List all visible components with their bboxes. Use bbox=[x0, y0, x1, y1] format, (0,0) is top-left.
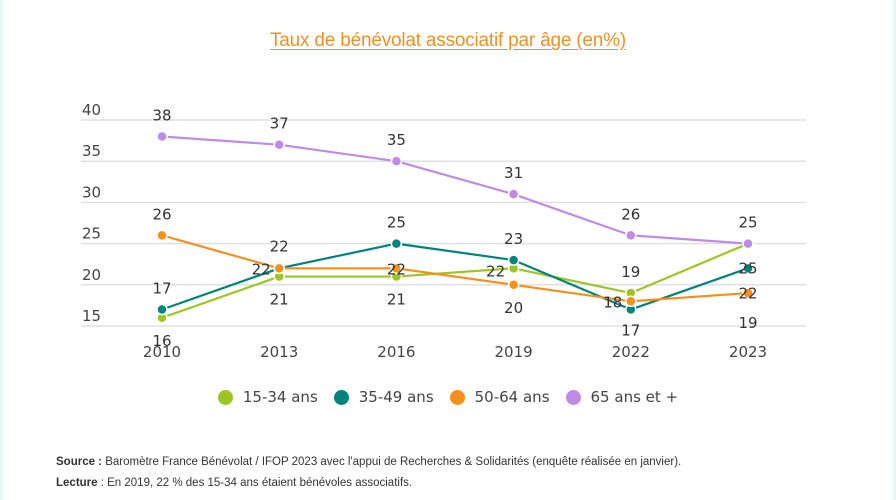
x-tick-label: 2019 bbox=[495, 343, 533, 361]
data-label: 21 bbox=[270, 291, 289, 309]
legend-label: 65 ans et + bbox=[590, 388, 679, 406]
data-point bbox=[507, 188, 520, 200]
legend-item: 65 ans et + bbox=[565, 388, 679, 406]
legend-item: 50-64 ans bbox=[449, 388, 550, 406]
data-label: 21 bbox=[387, 291, 406, 309]
legend-label: 50-64 ans bbox=[474, 388, 550, 406]
data-point bbox=[742, 237, 754, 250]
x-tick-label: 2016 bbox=[377, 343, 415, 361]
data-point bbox=[390, 262, 403, 275]
y-tick-label: 20 bbox=[82, 266, 101, 284]
data-point bbox=[156, 130, 168, 143]
series-lines bbox=[161, 135, 749, 319]
data-point bbox=[156, 229, 168, 242]
data-labels: 16 21 21 22 19 25 17 22 25 23 17 22 26 22 22 20 18 19 38 37… bbox=[152, 106, 757, 349]
data-label: 19 bbox=[738, 314, 757, 332]
data-label: 22 bbox=[270, 237, 289, 255]
y-tick-label: 15 bbox=[82, 307, 101, 325]
legend-label: 35-49 ans bbox=[358, 388, 434, 406]
source-text: Baromètre France Bénévolat / IFOP 2023 a… bbox=[102, 456, 682, 468]
data-point bbox=[156, 303, 168, 316]
data-label: 22 bbox=[387, 260, 406, 278]
x-tick-label: 2010 bbox=[143, 343, 181, 361]
chart-title: Taux de bénévolat associatif par âge (en… bbox=[270, 30, 626, 51]
data-label: 17 bbox=[152, 280, 171, 298]
grid-lines bbox=[81, 119, 806, 327]
data-point bbox=[742, 287, 754, 299]
page-edge-right bbox=[890, 0, 896, 500]
x-tick-label: 2023 bbox=[729, 343, 767, 361]
data-label: 26 bbox=[152, 205, 171, 223]
data-point bbox=[507, 254, 520, 266]
data-label: 18 bbox=[603, 293, 622, 311]
legend-marker-icon bbox=[565, 389, 581, 405]
legend-label: 15-34 ans bbox=[242, 388, 318, 406]
x-tick-label: 2022 bbox=[612, 343, 650, 361]
data-label: 25 bbox=[738, 260, 757, 278]
data-point bbox=[390, 155, 403, 167]
y-tick-label: 25 bbox=[82, 225, 101, 243]
x-axis-ticks: 2010 2013 2016 2019 2022 2023 bbox=[143, 343, 767, 361]
series-points bbox=[156, 130, 754, 324]
data-label: 31 bbox=[504, 164, 523, 182]
data-point bbox=[273, 138, 285, 151]
legend-item: 15-34 ans bbox=[217, 388, 318, 406]
series-line bbox=[161, 242, 749, 319]
legend-item: 35-49 ans bbox=[333, 388, 434, 406]
data-point bbox=[625, 229, 637, 242]
data-label: 22 bbox=[252, 260, 271, 278]
y-tick-label: 35 bbox=[82, 142, 101, 160]
data-label: 25 bbox=[738, 214, 757, 232]
lecture-text: : En 2019, 22 % des 15-34 ans étaient bé… bbox=[97, 477, 413, 489]
data-label: 38 bbox=[152, 106, 171, 124]
data-point bbox=[625, 295, 637, 308]
chart-notes: Source : Baromètre France Bénévolat / IF… bbox=[56, 452, 681, 494]
data-point bbox=[742, 262, 754, 275]
data-point bbox=[507, 279, 520, 291]
lecture-note: Lecture : En 2019, 22 % des 15-34 ans ét… bbox=[56, 473, 681, 494]
data-label: 19 bbox=[621, 263, 640, 281]
data-point bbox=[273, 262, 285, 275]
legend-marker-icon bbox=[333, 389, 349, 405]
data-label: 37 bbox=[270, 115, 289, 133]
series-line bbox=[161, 135, 749, 245]
source-label: Source : bbox=[56, 456, 103, 468]
data-label: 22 bbox=[486, 262, 505, 280]
series-line bbox=[161, 242, 749, 311]
source-note: Source : Baromètre France Bénévolat / IF… bbox=[56, 452, 681, 473]
y-tick-label: 40 bbox=[82, 101, 101, 119]
chart-legend: 15-34 ans 35-49 ans 50-64 ans 65 ans et + bbox=[0, 388, 896, 406]
data-label: 23 bbox=[504, 230, 523, 248]
data-label: 17 bbox=[621, 322, 640, 340]
data-point bbox=[390, 237, 403, 250]
page-edge-left bbox=[0, 0, 6, 500]
x-tick-label: 2013 bbox=[260, 343, 298, 361]
data-label: 26 bbox=[621, 205, 640, 223]
y-axis-ticks: 40 35 30 25 20 15 bbox=[82, 101, 101, 325]
legend-marker-icon bbox=[449, 389, 465, 405]
lecture-label: Lecture bbox=[56, 477, 98, 489]
data-label: 16 bbox=[152, 332, 171, 350]
y-tick-label: 30 bbox=[82, 183, 101, 201]
data-label: 25 bbox=[387, 214, 406, 232]
legend-marker-icon bbox=[217, 389, 233, 405]
data-label: 35 bbox=[387, 131, 406, 149]
series-line bbox=[161, 234, 749, 303]
data-label: 22 bbox=[738, 284, 757, 302]
data-label: 20 bbox=[504, 299, 523, 317]
